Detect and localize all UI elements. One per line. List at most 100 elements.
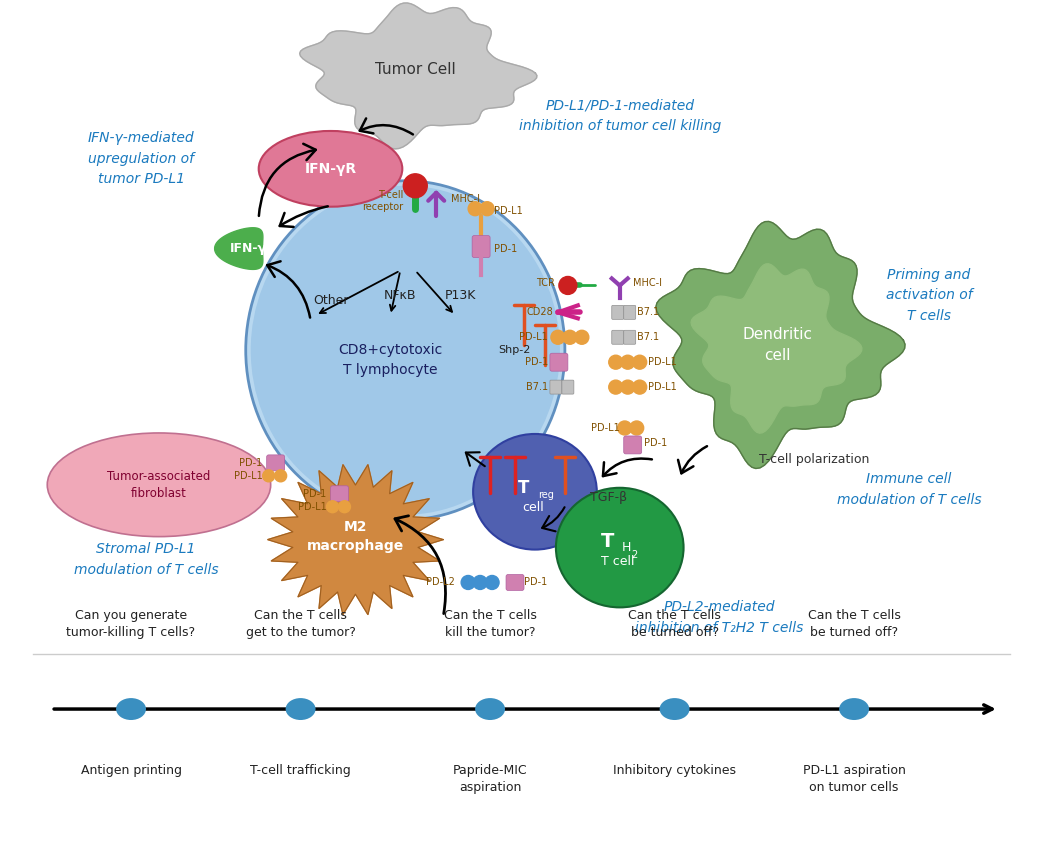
Text: Priming and
activation of
T cells: Priming and activation of T cells (886, 268, 972, 323)
Text: TCR: TCR (536, 278, 555, 288)
FancyBboxPatch shape (624, 330, 635, 344)
Text: IFN-γR: IFN-γR (305, 162, 357, 176)
FancyBboxPatch shape (472, 235, 490, 258)
Text: MHC-I: MHC-I (452, 194, 480, 204)
Text: PD-1: PD-1 (494, 244, 517, 254)
Text: Tumor-associated
fibroblast: Tumor-associated fibroblast (107, 470, 211, 500)
Text: Can the T cells
be turned off?: Can the T cells be turned off? (628, 609, 721, 639)
Text: Other: Other (313, 294, 348, 307)
Ellipse shape (474, 434, 597, 550)
Text: T cell: T cell (601, 555, 634, 568)
Text: PD-1: PD-1 (525, 357, 548, 368)
Text: T-cell
receptor: T-cell receptor (362, 190, 404, 212)
Text: Inhibitory cytokines: Inhibitory cytokines (613, 764, 736, 777)
FancyBboxPatch shape (506, 574, 524, 590)
Text: MHC-I: MHC-I (633, 278, 661, 288)
Text: cell: cell (523, 502, 543, 514)
Text: Stromal PD-L1
modulation of T cells: Stromal PD-L1 modulation of T cells (74, 542, 218, 577)
Ellipse shape (246, 180, 565, 519)
Ellipse shape (840, 698, 869, 720)
Text: PD-1: PD-1 (304, 489, 326, 499)
Text: CD28: CD28 (526, 308, 553, 317)
Circle shape (633, 380, 647, 394)
Circle shape (480, 201, 494, 216)
FancyBboxPatch shape (550, 380, 562, 394)
Circle shape (609, 380, 623, 394)
Ellipse shape (47, 433, 271, 537)
FancyBboxPatch shape (612, 330, 624, 344)
FancyBboxPatch shape (267, 455, 285, 471)
Text: Antigen printing: Antigen printing (80, 764, 181, 777)
Ellipse shape (476, 698, 505, 720)
Text: PD-1: PD-1 (524, 577, 548, 588)
Circle shape (468, 201, 482, 216)
Text: Tumor Cell: Tumor Cell (374, 62, 456, 77)
Text: PD-L1/PD-1-mediated
inhibition of tumor cell killing: PD-L1/PD-1-mediated inhibition of tumor … (518, 99, 721, 133)
Text: T-cell polarization: T-cell polarization (759, 454, 870, 466)
Text: PD-L2-mediated
inhibition of T₂H2 T cells: PD-L2-mediated inhibition of T₂H2 T cell… (635, 600, 804, 635)
Text: M2
macrophage: M2 macrophage (307, 520, 404, 553)
Polygon shape (656, 222, 905, 469)
Text: T: T (601, 532, 614, 551)
Text: Shp-2: Shp-2 (499, 346, 531, 355)
Circle shape (617, 421, 632, 435)
Ellipse shape (286, 698, 316, 720)
Text: PD-L1: PD-L1 (591, 423, 620, 433)
Circle shape (621, 380, 635, 394)
Text: TGF-β: TGF-β (590, 491, 627, 504)
Text: Can the T cells
get to the tumor?: Can the T cells get to the tumor? (246, 609, 356, 639)
Text: T: T (518, 479, 530, 497)
Circle shape (339, 501, 350, 513)
Text: B7.1: B7.1 (526, 382, 548, 392)
Circle shape (633, 355, 647, 369)
Ellipse shape (116, 698, 146, 720)
Text: PD-1: PD-1 (644, 438, 666, 448)
Polygon shape (299, 3, 537, 149)
Ellipse shape (659, 698, 689, 720)
FancyBboxPatch shape (624, 305, 635, 319)
Circle shape (404, 174, 428, 198)
FancyBboxPatch shape (550, 353, 567, 371)
Text: Can the T cells
be turned off?: Can the T cells be turned off? (807, 609, 900, 639)
Circle shape (326, 501, 339, 513)
Text: PD-L1: PD-L1 (648, 357, 677, 368)
FancyBboxPatch shape (624, 436, 641, 454)
FancyBboxPatch shape (331, 486, 348, 502)
Text: B7.1: B7.1 (636, 332, 659, 342)
Text: reg: reg (538, 490, 554, 500)
Circle shape (551, 330, 565, 344)
Circle shape (461, 576, 476, 589)
Text: T-cell trafficking: T-cell trafficking (250, 764, 350, 777)
Text: PD-L1: PD-L1 (297, 502, 326, 512)
Text: PD-L1 aspiration
on tumor cells: PD-L1 aspiration on tumor cells (803, 764, 905, 794)
Circle shape (575, 330, 589, 344)
Polygon shape (268, 464, 443, 615)
Circle shape (263, 470, 274, 482)
Circle shape (274, 470, 287, 482)
Text: PD-L1: PD-L1 (494, 206, 523, 216)
Text: H: H (622, 541, 631, 554)
Polygon shape (215, 228, 263, 270)
Circle shape (609, 355, 623, 369)
Text: PD-1: PD-1 (240, 458, 263, 468)
FancyBboxPatch shape (562, 380, 574, 394)
Text: Dendritic
cell: Dendritic cell (743, 327, 812, 363)
Text: PD-L2: PD-L2 (427, 577, 455, 588)
Ellipse shape (250, 185, 560, 515)
Text: CD8+cytotoxic
T lymphocyte: CD8+cytotoxic T lymphocyte (338, 343, 442, 377)
Ellipse shape (556, 488, 683, 608)
Text: IFN-γ-mediated
upregulation of
tumor PD-L1: IFN-γ-mediated upregulation of tumor PD-… (88, 132, 194, 186)
Text: 2: 2 (632, 550, 638, 560)
Text: Immune cell
modulation of T cells: Immune cell modulation of T cells (836, 472, 981, 507)
Text: Can the T cells
kill the tumor?: Can the T cells kill the tumor? (443, 609, 536, 639)
Text: NFκB: NFκB (384, 289, 416, 302)
Circle shape (563, 330, 577, 344)
Text: Papride-MIC
aspiration: Papride-MIC aspiration (453, 764, 528, 794)
Circle shape (621, 355, 635, 369)
Ellipse shape (259, 131, 403, 207)
Text: PD-L1: PD-L1 (648, 382, 677, 392)
Polygon shape (692, 264, 862, 433)
Text: B7.1: B7.1 (636, 308, 659, 317)
Circle shape (485, 576, 499, 589)
Text: PD-L1: PD-L1 (234, 471, 263, 481)
